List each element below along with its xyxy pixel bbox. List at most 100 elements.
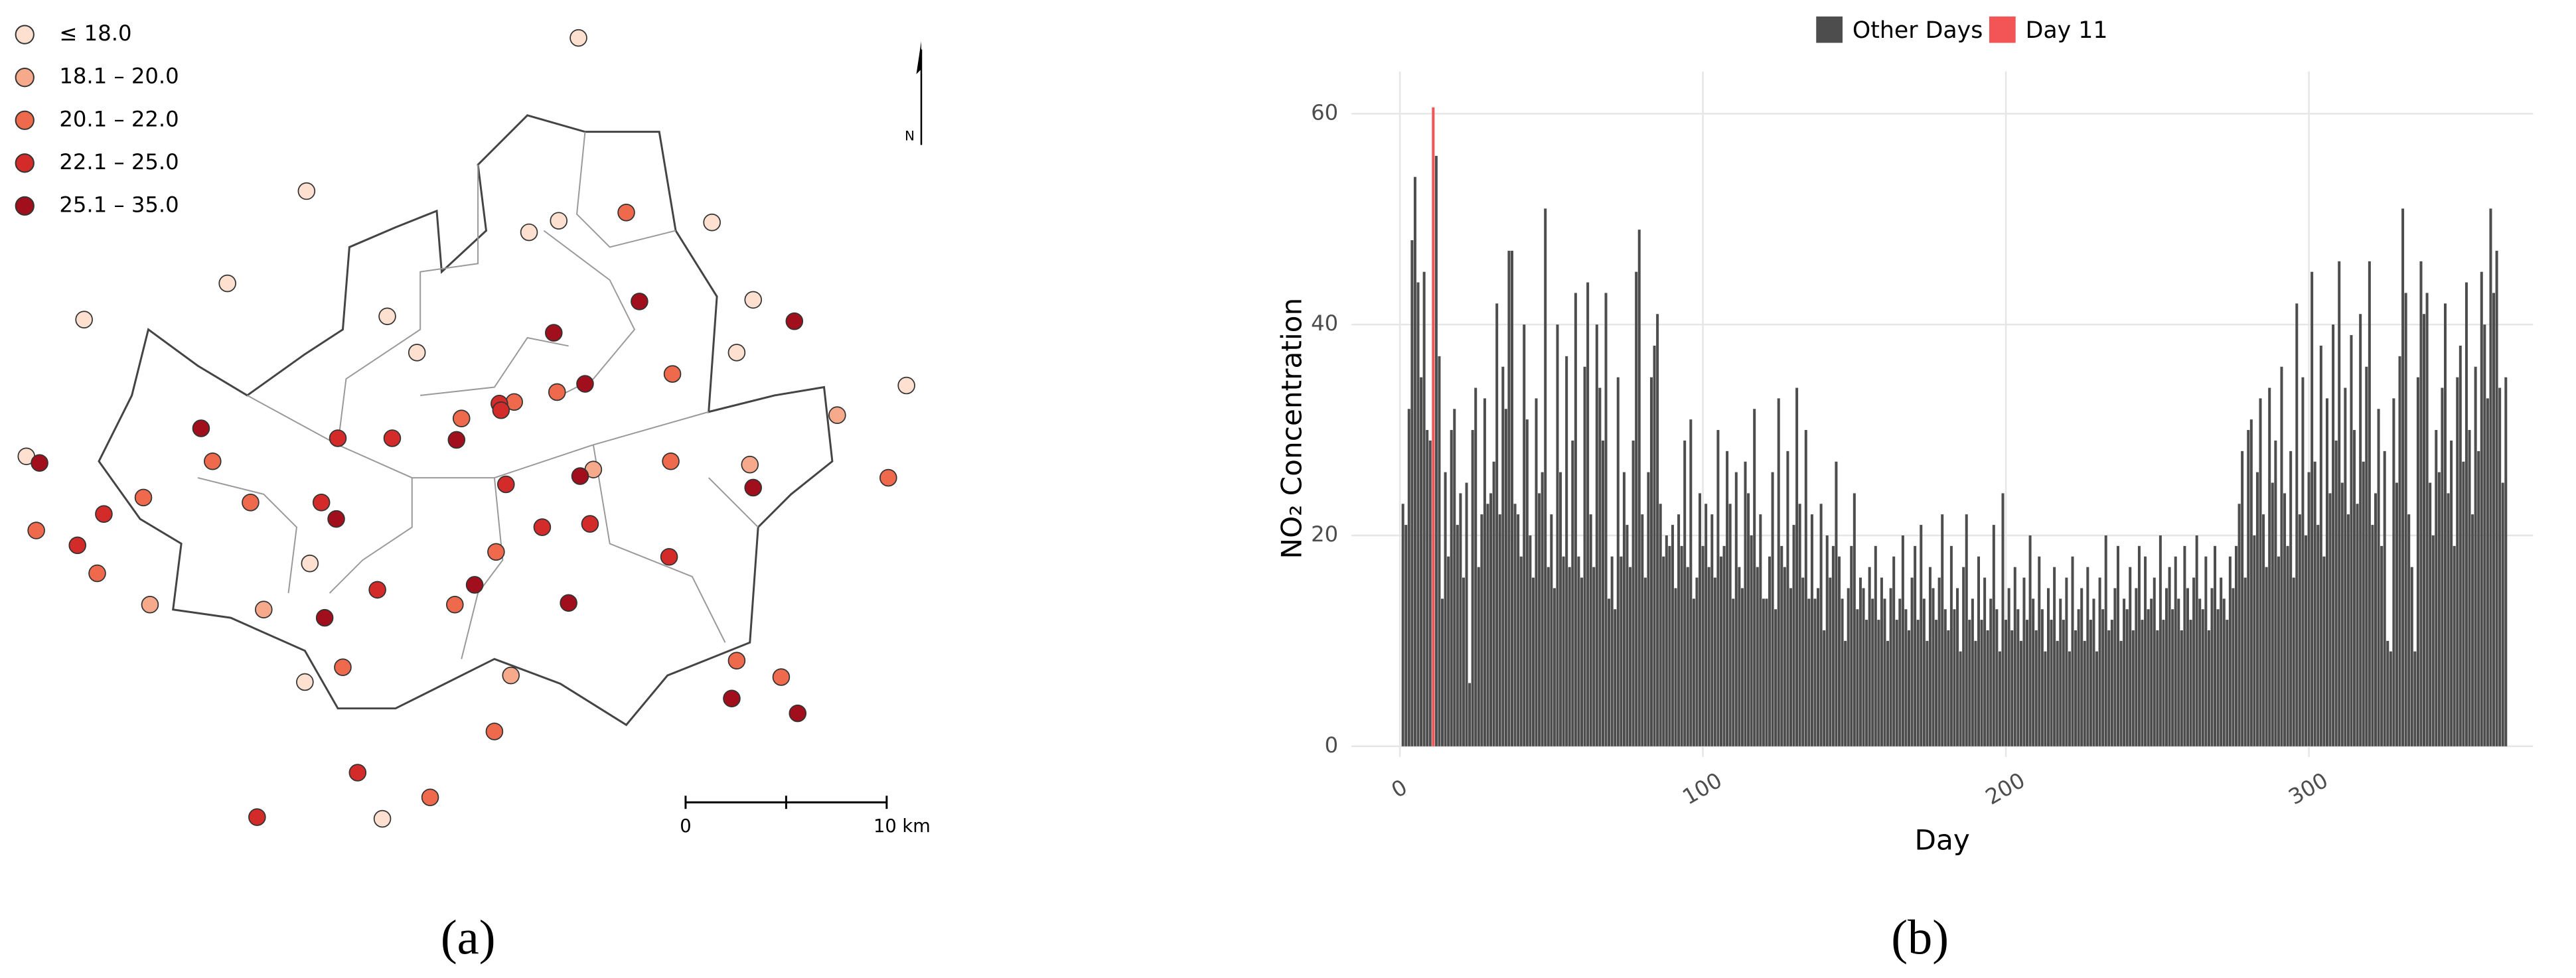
bar — [1447, 556, 1450, 746]
station — [75, 311, 93, 328]
bar — [1498, 514, 1501, 746]
bar — [1831, 545, 1835, 746]
bar — [2237, 504, 2241, 746]
bar — [1565, 356, 1568, 746]
bar — [2459, 345, 2462, 746]
bar — [2338, 261, 2341, 746]
bar — [2464, 282, 2468, 746]
bar — [2077, 609, 2080, 746]
bar — [1401, 504, 1404, 746]
bar — [2210, 588, 2214, 746]
bar — [1726, 451, 1729, 746]
bar — [1744, 461, 1747, 746]
station — [378, 307, 396, 326]
bar — [1513, 504, 1517, 746]
bar — [2435, 430, 2438, 746]
bar — [2368, 261, 2371, 746]
bar — [1810, 514, 1813, 746]
station — [727, 652, 746, 669]
station — [465, 576, 484, 594]
legend-swatch — [1816, 16, 1843, 43]
x-tick-label: 200 — [1981, 768, 2029, 810]
bar — [1577, 556, 1580, 746]
bar — [1947, 630, 1950, 746]
bar — [2255, 472, 2259, 746]
bar — [2325, 398, 2328, 746]
bar — [1920, 525, 1923, 746]
bar — [2214, 545, 2217, 746]
station — [327, 510, 345, 528]
bar — [1420, 377, 1423, 746]
bar — [2486, 398, 2489, 746]
bar — [1901, 535, 1904, 746]
north-arrow — [916, 41, 923, 145]
bar — [2153, 577, 2156, 746]
caption: (a) — [441, 910, 496, 965]
bar — [2468, 430, 2471, 746]
legend-label: 22.1 – 25.0 — [59, 149, 179, 175]
bar — [1580, 577, 1584, 746]
bar — [2147, 609, 2150, 746]
station — [617, 204, 635, 222]
bar — [1768, 556, 1772, 746]
station — [301, 554, 319, 573]
bar — [2492, 293, 2496, 746]
bar — [1728, 504, 1732, 746]
bar — [2028, 535, 2032, 746]
bar — [2056, 640, 2059, 746]
bar — [2277, 556, 2280, 746]
station — [828, 406, 846, 425]
bar — [2356, 504, 2359, 746]
bar — [1701, 545, 1705, 746]
bar — [1665, 535, 1668, 746]
legend-label: 20.1 – 22.0 — [59, 106, 179, 131]
bar — [2086, 567, 2089, 746]
bar — [2483, 324, 2486, 746]
bar — [2413, 651, 2417, 746]
station — [447, 431, 466, 449]
bar — [1868, 567, 1871, 746]
station — [492, 401, 510, 419]
bar — [1589, 514, 1592, 746]
scale-bar — [684, 796, 888, 809]
station — [348, 764, 367, 782]
bar — [1544, 208, 1547, 746]
bar — [2189, 620, 2192, 746]
station — [744, 291, 763, 309]
bar — [2034, 630, 2038, 746]
bar — [1413, 176, 1416, 746]
bar — [2113, 588, 2117, 746]
bar — [1871, 598, 1874, 746]
bar — [1819, 504, 1823, 746]
station — [897, 376, 915, 395]
bar — [2404, 293, 2407, 746]
station — [485, 723, 504, 740]
bar — [2101, 609, 2105, 746]
bar — [2204, 556, 2208, 746]
bar — [1838, 556, 1841, 746]
bar — [1422, 271, 1426, 746]
bar — [2131, 630, 2135, 746]
bar — [1601, 440, 1604, 746]
bar — [2104, 535, 2107, 746]
bar — [2116, 545, 2119, 746]
bar — [1801, 577, 1805, 746]
bar — [2144, 556, 2147, 746]
bar — [2307, 472, 2311, 746]
legend-swatch — [15, 110, 35, 130]
bar — [2050, 620, 2053, 746]
bar — [1501, 366, 1505, 746]
bar — [1462, 577, 1465, 746]
legend-label: ≤ 18.0 — [59, 21, 131, 46]
station — [533, 518, 552, 536]
bar — [1798, 504, 1801, 746]
bar — [1716, 430, 1720, 746]
bar — [1477, 567, 1480, 746]
legend-swatch — [1989, 16, 2016, 43]
bar — [2135, 588, 2138, 746]
bar — [1807, 598, 1811, 746]
bar — [1483, 398, 1486, 746]
bar — [1907, 630, 1911, 746]
bar — [1547, 567, 1550, 746]
legend-label: 18.1 – 20.0 — [59, 64, 179, 89]
